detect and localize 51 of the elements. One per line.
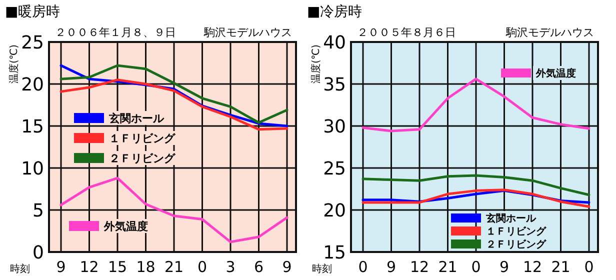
text: 駒沢モデルハウス (203, 26, 292, 39)
y-tick-label: 15 (21, 116, 44, 138)
text: 駒沢モデルハウス (505, 26, 594, 39)
legend-label: １Ｆリビング (109, 132, 176, 145)
x-axis-title: 時刻 (10, 263, 30, 275)
x-tick-label: 3 (226, 258, 236, 276)
chart-title: ■冷房時 (307, 4, 362, 20)
x-tick-label: 21 (438, 258, 458, 276)
y-tick-label: 5 (32, 200, 44, 222)
line-series (362, 78, 590, 132)
x-tick-label: 6 (254, 258, 264, 276)
x-tick-label: 21 (164, 258, 184, 276)
x-tick-label: 12 (80, 258, 99, 276)
chart-title: ■暖房時 (5, 4, 60, 20)
x-tick-label: 9 (282, 258, 292, 276)
legend-label: 外気温度 (535, 68, 576, 80)
y-tick-label: 20 (21, 74, 44, 96)
line-series (60, 78, 288, 131)
y-tick-label: 40 (323, 32, 346, 54)
line-series (60, 176, 288, 244)
chart-subtitle: ２００６年１月８、９日 (55, 26, 176, 39)
legend-label: ２Ｆリビング (109, 152, 176, 165)
x-tick-label: 9 (386, 258, 396, 276)
x-tick-label: 9 (499, 258, 510, 276)
x-tick-label: 9 (56, 258, 66, 276)
line-series (362, 188, 590, 208)
y-tick-label: 10 (21, 158, 44, 180)
legend-label: 玄関ホール (108, 112, 165, 125)
x-tick-label: 0 (358, 258, 368, 276)
line-series (362, 174, 590, 196)
x-tick-label: 0 (471, 258, 481, 276)
y-tick-label: 20 (323, 200, 346, 222)
x-tick-label: 12 (522, 258, 542, 276)
y-axis-title: 温度(℃) (8, 44, 20, 84)
x-tick-label: 0 (197, 258, 208, 276)
legend-label: １Ｆリビング (486, 226, 547, 238)
y-tick-label: 35 (323, 74, 346, 96)
x-tick-label: 18 (136, 258, 156, 276)
x-tick-label: 0 (584, 258, 594, 276)
legend-label: ２Ｆリビング (486, 238, 547, 251)
x-tick-label: 12 (410, 258, 430, 276)
legend-label: 玄関ホール (485, 212, 537, 225)
y-tick-label: 30 (323, 116, 346, 138)
x-tick-label: 15 (108, 258, 128, 276)
chart-subtitle: ２００５年８月６日 (357, 26, 456, 39)
y-axis-title: 温度(℃) (310, 44, 322, 84)
y-tick-label: 25 (323, 158, 346, 180)
legend-label: 外気温度 (103, 220, 148, 233)
x-tick-label: 21 (551, 258, 570, 276)
x-axis-title: 時刻 (312, 263, 332, 275)
y-tick-label: 25 (21, 32, 44, 54)
